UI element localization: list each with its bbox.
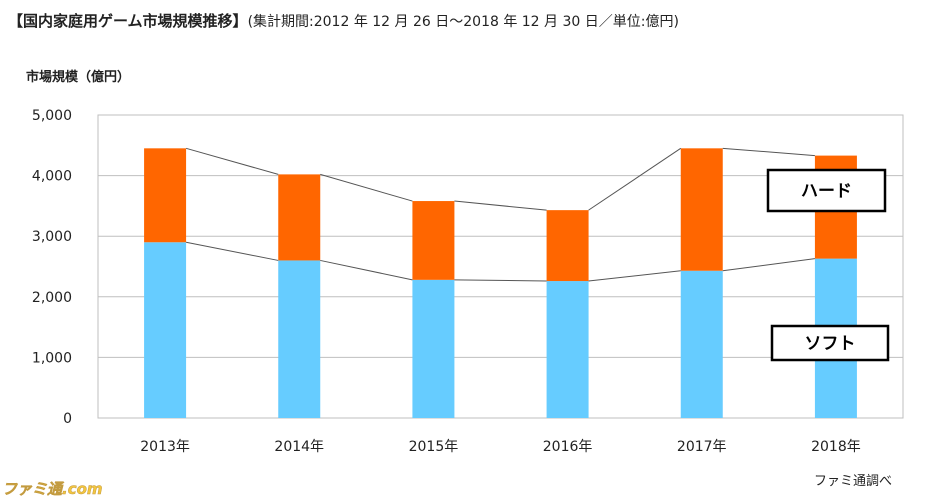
- legend-soft-label: ソフト: [805, 334, 856, 354]
- x-tick-label: 2015年: [409, 439, 459, 455]
- chart-title-sub: (集計期間:2012 年 12 月 26 日〜2018 年 12 月 30 日／…: [247, 14, 679, 30]
- connector-line-total: [185, 147, 279, 175]
- legend-hard-box: [766, 168, 887, 213]
- bar-hard: [412, 201, 455, 280]
- y-tick-label: 0: [63, 411, 72, 427]
- connector-line-soft: [454, 279, 547, 282]
- x-tick-label: 2018年: [811, 439, 861, 455]
- x-tick-label: 2016年: [543, 439, 593, 455]
- bar-hard: [546, 210, 589, 282]
- x-tick-label: 2013年: [140, 439, 190, 455]
- chart-title: 【国内家庭用ゲーム市場規模推移】(集計期間:2012 年 12 月 26 日〜2…: [8, 10, 679, 31]
- bar-soft: [278, 260, 321, 418]
- bar-soft: [680, 270, 723, 418]
- x-tick-label: 2014年: [274, 439, 324, 455]
- x-tick-label: 2017年: [677, 439, 727, 455]
- bar-hard: [144, 148, 187, 243]
- y-tick-label: 1,000: [32, 350, 72, 366]
- source-note: ファミ通調べ: [813, 474, 892, 489]
- connector-line-soft: [320, 259, 413, 281]
- bar-soft: [546, 281, 589, 418]
- bar-soft: [144, 242, 187, 418]
- chart-title-main: 【国内家庭用ゲーム市場規模推移】: [8, 12, 248, 30]
- connector-line-total: [454, 200, 547, 211]
- y-axis-label: 市場規模（億円）: [26, 70, 131, 85]
- y-tick-label: 4,000: [32, 169, 72, 185]
- bar-soft: [412, 279, 455, 418]
- y-tick-label: 2,000: [32, 290, 72, 306]
- connector-line-soft: [588, 270, 681, 282]
- legend-hard-label: ハード: [801, 182, 852, 202]
- legend-soft-box: [770, 324, 890, 362]
- y-tick-label: 3,000: [32, 229, 72, 245]
- bar-hard: [278, 174, 321, 261]
- bar-hard: [680, 148, 723, 271]
- plot-frame: [97, 114, 904, 419]
- connector-line-total: [588, 147, 682, 211]
- connector-line-total: [320, 173, 413, 202]
- watermark-logo: ファミ通.com: [2, 480, 103, 499]
- connector-line-soft: [185, 241, 279, 261]
- connector-line-soft: [722, 258, 815, 272]
- y-tick-label: 5,000: [32, 108, 72, 124]
- connector-line-total: [722, 147, 815, 157]
